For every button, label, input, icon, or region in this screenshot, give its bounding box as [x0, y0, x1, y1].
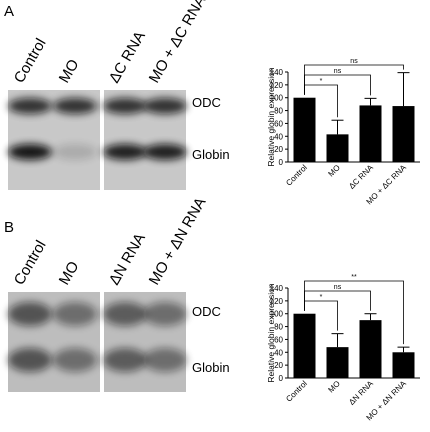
bar: [326, 134, 349, 162]
x-tick-label: MO: [326, 379, 341, 394]
blot-band: [53, 348, 97, 372]
blot-band: [53, 98, 97, 114]
significance-label: **: [351, 274, 357, 281]
significance-bracket: [304, 64, 404, 95]
band-label: Globin: [192, 360, 230, 375]
y-tick-label: 60: [274, 119, 283, 128]
lane-label: ΔN RNA: [106, 230, 149, 288]
blot-band: [143, 348, 187, 372]
band-label: ODC: [192, 95, 221, 110]
y-tick-label: 0: [279, 374, 284, 383]
lane-label: ΔC RNA: [106, 28, 149, 86]
bar: [359, 105, 382, 162]
band-label: ODC: [192, 304, 221, 319]
y-tick-label: 120: [270, 81, 284, 90]
blot-band: [53, 302, 97, 326]
panel-label: B: [4, 219, 14, 236]
blot-band: [143, 98, 187, 114]
blot-band: [143, 144, 187, 160]
blot-band: [103, 144, 147, 160]
blot-band: [103, 348, 147, 372]
significance-label: *: [320, 294, 323, 301]
bar: [326, 347, 349, 378]
blot-band: [8, 348, 52, 372]
y-tick-label: 140: [270, 284, 284, 293]
blot-band: [8, 144, 52, 160]
bar: [359, 320, 382, 378]
lane-label: MO: [56, 57, 83, 86]
y-axis-label: Relative globin expression: [266, 283, 276, 382]
significance-label: ns: [334, 68, 342, 75]
y-tick-label: 0: [279, 158, 284, 167]
blot-band: [103, 302, 147, 326]
significance-label: ns: [334, 284, 342, 291]
y-axis-label: Relative globin expression: [266, 67, 276, 166]
lane-label: Control: [11, 36, 50, 86]
x-tick-label: ΔC RNA: [347, 163, 375, 191]
significance-bracket: [304, 280, 404, 345]
blot-band: [8, 302, 52, 326]
x-tick-label: Control: [284, 163, 309, 188]
bar: [392, 352, 415, 378]
panel-label: A: [4, 3, 14, 20]
y-tick-label: 100: [270, 310, 284, 319]
bar: [293, 97, 316, 162]
lane-label: Control: [11, 238, 50, 288]
lane-label: MO + ΔN RNA: [146, 195, 210, 288]
y-tick-label: 100: [270, 94, 284, 103]
y-tick-label: 40: [274, 348, 283, 357]
y-tick-label: 60: [274, 335, 283, 344]
y-tick-label: 20: [274, 361, 283, 370]
y-tick-label: 140: [270, 68, 284, 77]
lane-label: MO + ΔC RNA: [146, 0, 210, 86]
band-label: Globin: [192, 147, 230, 162]
significance-label: ns: [350, 58, 358, 65]
blot-band: [53, 144, 97, 160]
blot-band: [103, 98, 147, 114]
y-tick-label: 80: [274, 323, 283, 332]
y-tick-label: 40: [274, 132, 283, 141]
significance-label: *: [320, 78, 323, 85]
bar: [293, 313, 316, 378]
y-tick-label: 120: [270, 297, 284, 306]
y-tick-label: 80: [274, 107, 283, 116]
y-tick-label: 20: [274, 145, 283, 154]
lane-label: MO: [56, 259, 83, 288]
x-tick-label: ΔN RNA: [347, 379, 375, 407]
x-tick-label: Control: [284, 379, 309, 404]
bar: [392, 106, 415, 162]
x-tick-label: MO: [326, 163, 341, 178]
blot-band: [8, 98, 52, 114]
blot-band: [143, 302, 187, 326]
